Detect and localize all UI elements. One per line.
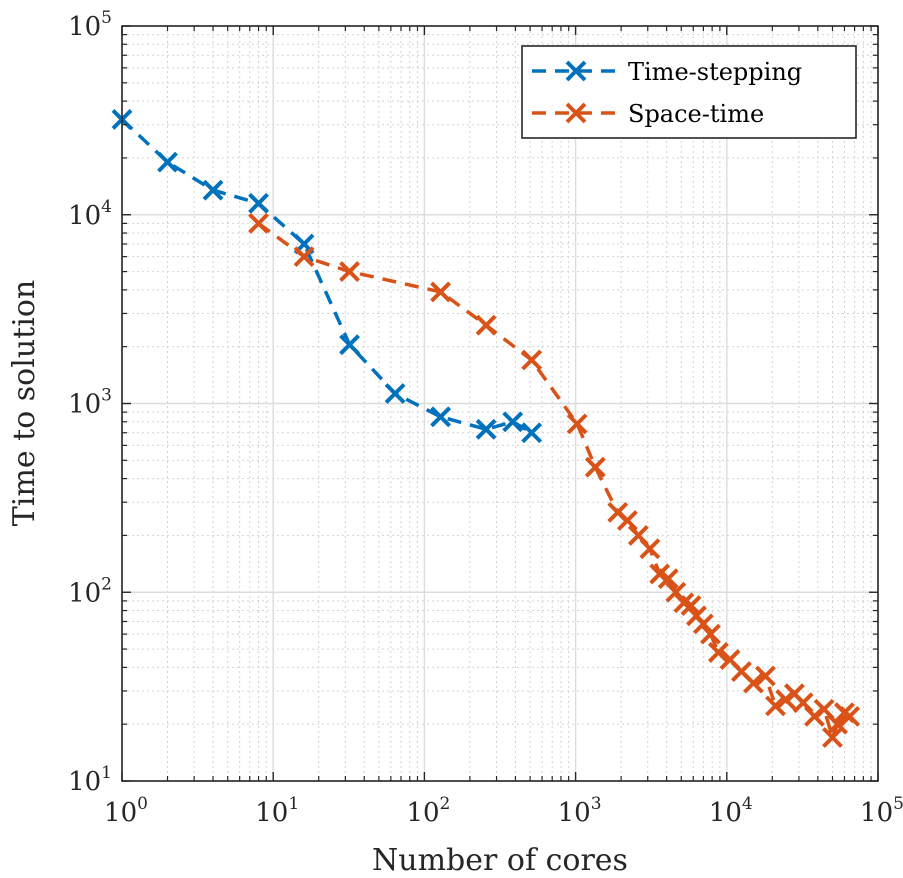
x-tick-label: 105 [860, 794, 903, 828]
legend-label-space-time: Space-time [628, 100, 764, 128]
y-tick-label: 103 [68, 386, 112, 420]
x-tick-label: 102 [406, 794, 450, 828]
x-tick-label: 101 [255, 794, 299, 828]
data-point-time-stepping [202, 179, 224, 201]
data-point-space-time [707, 642, 729, 663]
data-point-space-time [339, 261, 360, 282]
major-grid [121, 25, 879, 782]
x-tick-label: 104 [709, 794, 753, 828]
x-axis-label: Number of cores [372, 843, 628, 878]
data-point-time-stepping [475, 418, 497, 440]
data-point-space-time [248, 212, 269, 234]
legend-box [521, 45, 857, 139]
data-point-time-stepping [248, 192, 269, 214]
legend-label-time-stepping: Time-stepping [628, 58, 802, 86]
axis-ticks [121, 25, 879, 782]
series-line-space-time [257, 221, 851, 740]
data-point-space-time [765, 695, 786, 717]
y-tick-label: 102 [68, 574, 112, 608]
data-point-time-stepping [384, 383, 406, 404]
y-axis-label: Time to solution [7, 280, 42, 526]
data-point-space-time [754, 665, 776, 687]
legend-marker-time-stepping [565, 60, 587, 82]
series-time-stepping [111, 108, 543, 444]
data-point-time-stepping [430, 406, 452, 428]
data-point-space-time [827, 713, 848, 735]
legend: Time-stepping Space-time [521, 45, 857, 139]
data-point-time-stepping [339, 334, 360, 356]
data-point-space-time [521, 349, 543, 371]
data-point-space-time [692, 613, 714, 635]
data-point-space-time [430, 281, 452, 303]
series-space-time [248, 212, 861, 748]
series-layer [111, 108, 861, 748]
data-point-space-time [657, 568, 679, 590]
data-point-space-time [680, 595, 702, 616]
y-tick-label: 101 [68, 763, 112, 797]
data-point-time-stepping [502, 411, 524, 433]
data-point-space-time [616, 510, 638, 531]
data-point-space-time [293, 246, 315, 268]
y-tick-label: 105 [68, 8, 112, 42]
legend-marker-space-time [565, 102, 587, 124]
data-point-space-time [839, 705, 861, 727]
data-point-space-time [700, 623, 721, 645]
minor-grid [122, 26, 878, 781]
data-point-space-time [743, 672, 764, 694]
data-point-space-time [566, 413, 588, 435]
data-point-space-time [584, 456, 606, 478]
x-tick-label: 100 [104, 794, 148, 828]
data-point-space-time [475, 314, 497, 336]
data-point-space-time [639, 538, 661, 560]
x-tick-label: 103 [558, 794, 602, 828]
data-point-space-time [822, 727, 843, 748]
data-point-time-stepping [521, 422, 543, 444]
data-point-time-stepping [157, 151, 178, 173]
y-tick-label: 104 [68, 197, 112, 231]
